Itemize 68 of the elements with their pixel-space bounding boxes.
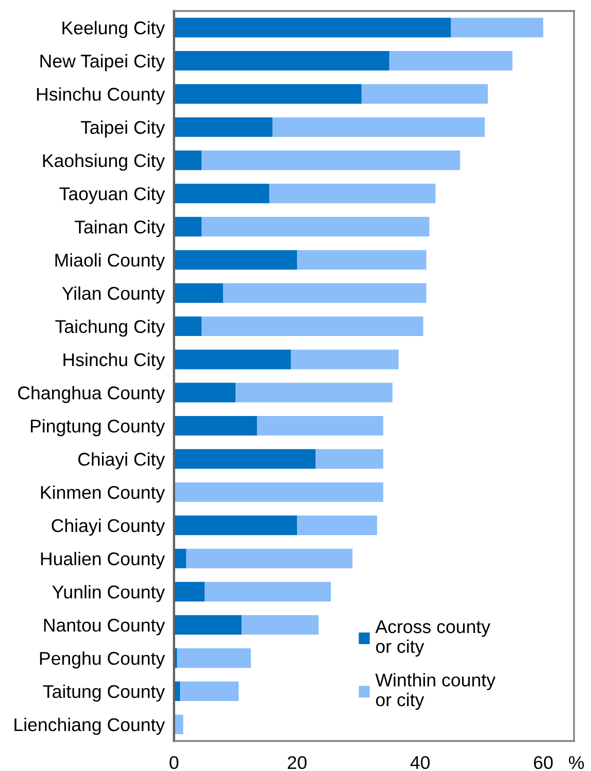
- x-tick-label: 20: [288, 756, 307, 770]
- bar: [236, 382, 392, 402]
- bar: [174, 582, 205, 602]
- bar: [174, 449, 316, 469]
- x-tick-label: 40: [410, 756, 430, 770]
- y-tick-label: Yunlin County: [52, 585, 165, 602]
- bar: [174, 615, 242, 635]
- y-tick-label: Taoyuan City: [59, 186, 165, 204]
- x-tick-label: 0: [170, 756, 178, 770]
- y-tick-label: Hsinchu City: [64, 352, 165, 370]
- bar: [290, 350, 399, 370]
- bar: [297, 516, 378, 536]
- bar: [174, 316, 202, 336]
- y-tick-label: Yilan County: [62, 286, 165, 304]
- x-tick-label: 60: [534, 756, 553, 770]
- bar: [174, 150, 202, 170]
- bar: [362, 84, 488, 104]
- bar: [174, 548, 186, 568]
- bar: [174, 84, 362, 104]
- bar: [174, 184, 270, 204]
- y-tick-label: Hsinchu County: [37, 87, 165, 104]
- bar: [174, 50, 390, 71]
- bar: [180, 681, 239, 702]
- y-tick-label: Miaoli County: [55, 253, 165, 270]
- y-tick-label: Chiayi County: [52, 518, 165, 536]
- bar: [174, 283, 224, 303]
- bar: [297, 250, 426, 270]
- bar: [202, 316, 424, 336]
- y-tick-label: Penghu County: [40, 651, 165, 668]
- bar: [174, 416, 258, 436]
- bar: [174, 382, 236, 402]
- bar: [174, 216, 202, 236]
- y-tick-label: Chiayi City: [78, 452, 165, 470]
- bar: [242, 615, 319, 635]
- bar: [174, 482, 384, 502]
- y-tick-label: Tainan City: [74, 220, 165, 238]
- y-tick-label: Taichung City: [55, 320, 165, 337]
- y-tick-label: Kaohsiung City: [43, 154, 165, 171]
- legend-label: Winthin county or city: [375, 673, 496, 710]
- bar: [223, 283, 426, 303]
- y-tick-label: Hualien County: [41, 552, 165, 569]
- bar: [174, 117, 272, 137]
- y-tick-label: Changhua County: [18, 386, 165, 404]
- bar: [174, 18, 451, 38]
- bar: [269, 184, 436, 204]
- y-tick-label: Taipei City: [80, 120, 165, 138]
- y-tick-label: Keelung City: [62, 20, 165, 38]
- y-tick-label: Taitung County: [43, 684, 165, 702]
- bar: [186, 548, 352, 568]
- legend-label: Across county or city: [375, 620, 490, 657]
- bar: [389, 50, 512, 71]
- y-tick-label: Lienchiang County: [14, 718, 165, 735]
- bar: [257, 416, 384, 436]
- bar: [272, 117, 485, 137]
- bar: [202, 150, 460, 170]
- y-tick-label: Pingtung County: [30, 419, 165, 436]
- bar: [174, 250, 298, 270]
- x-axis-title: %: [568, 756, 584, 769]
- bar: [204, 582, 331, 602]
- bar: [177, 648, 251, 668]
- y-tick-label: New Taipei City: [40, 54, 165, 72]
- y-tick-label: Nantou County: [44, 618, 165, 636]
- bar: [174, 350, 291, 370]
- bar: [174, 516, 298, 536]
- bar: [450, 18, 544, 38]
- y-tick-label: Kinmen County: [41, 485, 165, 503]
- bar: [202, 216, 430, 236]
- bar: [316, 449, 384, 469]
